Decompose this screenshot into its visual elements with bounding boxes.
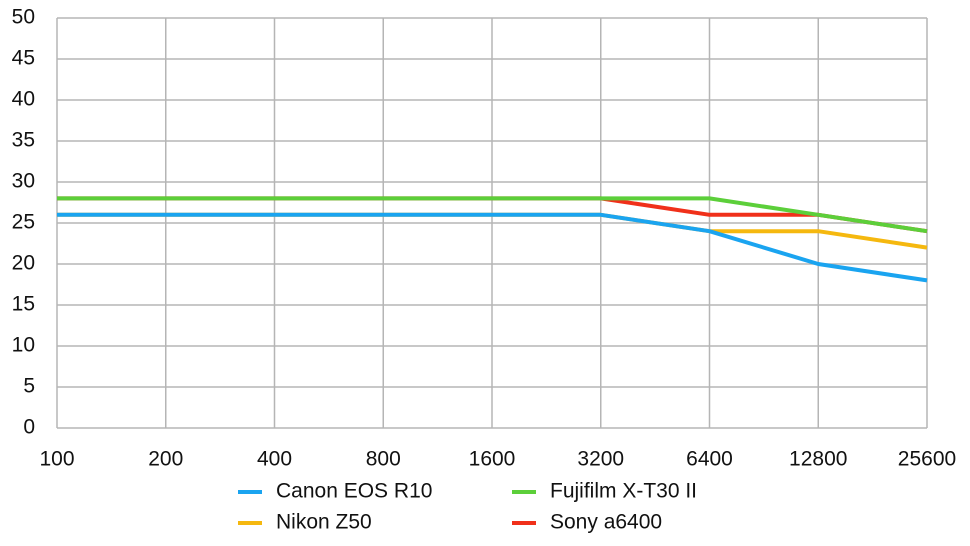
y-tick-label: 45 <box>12 47 35 70</box>
legend-label: Fujifilm X-T30 II <box>550 480 697 503</box>
y-tick-label: 25 <box>12 211 35 234</box>
series-line <box>57 212 928 283</box>
x-tick-label: 100 <box>39 448 74 471</box>
x-tick-label: 25600 <box>898 448 956 471</box>
y-tick-label: 40 <box>12 88 35 111</box>
x-tick-label: 800 <box>366 448 401 471</box>
y-tick-label: 5 <box>23 375 35 398</box>
legend-label: Nikon Z50 <box>276 511 372 534</box>
y-tick-label: 35 <box>12 129 35 152</box>
legend-label: Sony a6400 <box>550 511 662 534</box>
x-tick-label: 1600 <box>469 448 516 471</box>
y-tick-label: 50 <box>12 6 35 29</box>
x-tick-label: 200 <box>148 448 183 471</box>
legend-label: Canon EOS R10 <box>276 480 432 503</box>
series-line <box>57 196 928 234</box>
y-tick-label: 20 <box>12 252 35 275</box>
x-tick-label: 6400 <box>686 448 733 471</box>
x-tick-label: 3200 <box>577 448 624 471</box>
x-tick-label: 12800 <box>789 448 847 471</box>
y-tick-label: 15 <box>12 293 35 316</box>
y-tick-label: 30 <box>12 170 35 193</box>
x-tick-label: 400 <box>257 448 292 471</box>
y-tick-label: 10 <box>12 334 35 357</box>
y-tick-label: 0 <box>23 416 35 439</box>
